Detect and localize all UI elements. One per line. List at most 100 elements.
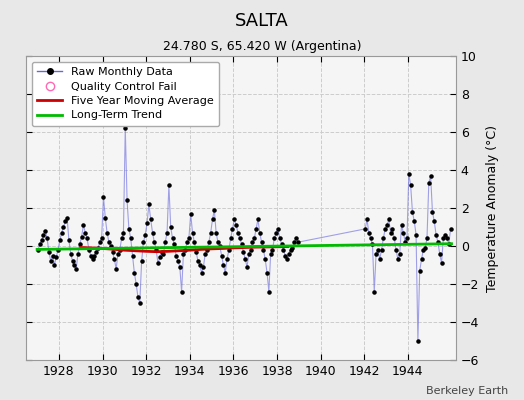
Point <box>188 230 196 236</box>
Point <box>210 207 219 213</box>
Point <box>192 248 200 255</box>
Point <box>363 216 371 222</box>
Point <box>403 235 411 242</box>
Point <box>234 230 242 236</box>
Point <box>159 250 168 257</box>
Point <box>412 231 420 238</box>
Point <box>226 235 235 242</box>
Point <box>257 239 266 245</box>
Point <box>92 248 101 255</box>
Point <box>259 246 268 253</box>
Point <box>366 235 375 242</box>
Point <box>405 170 413 177</box>
Point <box>394 256 402 262</box>
Point <box>117 235 126 242</box>
Point <box>150 239 159 245</box>
Point <box>268 246 277 253</box>
Point <box>74 250 82 257</box>
Point <box>423 235 431 242</box>
Point <box>187 210 195 217</box>
Point <box>157 248 166 255</box>
Point <box>195 262 204 268</box>
Point <box>372 250 380 257</box>
Point <box>89 256 97 262</box>
Legend: Raw Monthly Data, Quality Control Fail, Five Year Moving Average, Long-Term Tren: Raw Monthly Data, Quality Control Fail, … <box>32 62 219 126</box>
Point <box>167 224 175 230</box>
Point <box>90 252 99 259</box>
Point <box>274 226 282 232</box>
Point <box>47 258 55 264</box>
Point <box>54 246 62 253</box>
Point <box>408 209 417 215</box>
Point <box>95 239 104 245</box>
Point <box>198 270 206 276</box>
Point <box>50 262 59 268</box>
Point <box>427 172 435 179</box>
Text: 24.780 S, 65.420 W (Argentina): 24.780 S, 65.420 W (Argentina) <box>163 40 361 53</box>
Point <box>421 245 429 251</box>
Point <box>101 214 110 221</box>
Point <box>59 224 68 230</box>
Point <box>137 258 146 264</box>
Point <box>67 250 75 257</box>
Point <box>206 230 215 236</box>
Point <box>132 281 140 287</box>
Point <box>194 258 202 264</box>
Point <box>34 246 42 253</box>
Point <box>214 239 222 245</box>
Point <box>145 201 153 207</box>
Point <box>215 243 224 249</box>
Point <box>65 237 73 244</box>
Point <box>126 235 135 242</box>
Point <box>154 260 162 266</box>
Point <box>361 226 369 232</box>
Point <box>165 182 173 188</box>
Point <box>381 226 389 232</box>
Point <box>52 254 60 261</box>
Point <box>230 216 238 222</box>
Point <box>379 235 388 242</box>
Point <box>374 246 382 253</box>
Point <box>141 231 149 238</box>
Point <box>283 256 291 262</box>
Point <box>241 256 249 262</box>
Point <box>123 197 132 204</box>
Point <box>263 270 271 276</box>
Point <box>178 288 186 295</box>
Y-axis label: Temperature Anomaly (°C): Temperature Anomaly (°C) <box>486 124 499 292</box>
Point <box>383 222 391 228</box>
Point <box>183 239 191 245</box>
Point <box>288 245 297 251</box>
Point <box>70 262 79 268</box>
Point <box>424 180 433 186</box>
Point <box>125 226 133 232</box>
Point <box>63 214 71 221</box>
Point <box>199 264 208 270</box>
Point <box>48 252 57 259</box>
Point <box>85 246 93 253</box>
Point <box>246 246 255 253</box>
Point <box>68 258 77 264</box>
Point <box>174 258 182 264</box>
Point <box>136 300 144 306</box>
Point <box>261 256 269 262</box>
Point <box>201 250 210 257</box>
Point <box>163 230 171 236</box>
Point <box>410 218 419 224</box>
Point <box>290 239 299 245</box>
Point <box>267 250 275 257</box>
Point <box>83 235 91 242</box>
Point <box>148 230 157 236</box>
Point <box>434 239 442 245</box>
Point <box>413 338 422 344</box>
Point <box>270 235 278 242</box>
Point <box>223 256 231 262</box>
Point <box>203 246 211 253</box>
Point <box>116 246 124 253</box>
Point <box>376 256 384 262</box>
Point <box>45 248 53 255</box>
Point <box>181 246 190 253</box>
Point <box>232 222 241 228</box>
Point <box>292 235 300 242</box>
Point <box>265 288 273 295</box>
